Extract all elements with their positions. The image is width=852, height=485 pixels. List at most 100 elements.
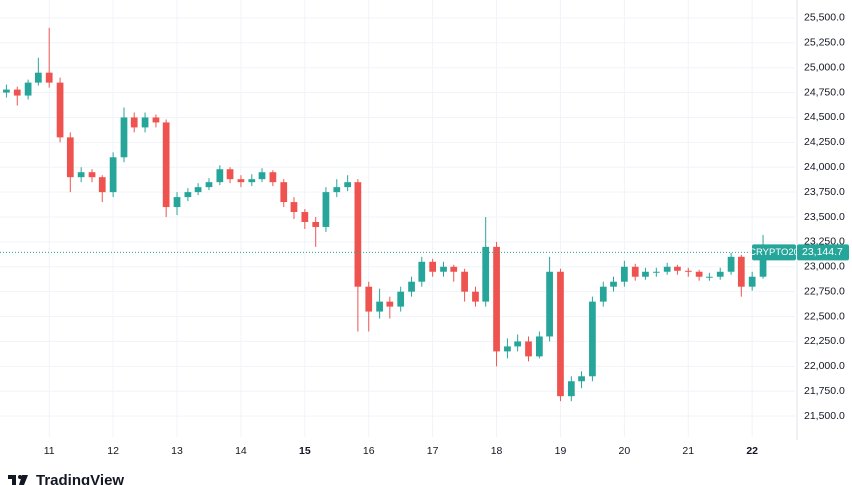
symbol-label: CRYPTO20: [749, 247, 799, 258]
candle-body: [184, 192, 192, 198]
candle-body: [45, 72, 53, 83]
candle-body: [440, 266, 447, 272]
candle-body: [610, 281, 617, 287]
candle-body: [301, 212, 309, 222]
candle-body: [333, 187, 341, 193]
candle-body: [34, 72, 42, 83]
candle-body: [290, 202, 298, 213]
candle-body: [386, 301, 394, 307]
candle-body: [418, 261, 426, 282]
y-tick-label: 24,000.0: [804, 161, 845, 173]
candle-body: [663, 266, 671, 272]
candle-body: [450, 266, 458, 272]
candle-body: [237, 179, 245, 183]
candle-body: [376, 301, 383, 312]
candle-body: [674, 266, 681, 271]
candle-body: [205, 182, 213, 188]
x-tick-label: 11: [44, 445, 55, 457]
candle-body: [599, 286, 607, 302]
candle-body: [482, 246, 490, 302]
candle-body: [98, 177, 106, 193]
candle-body: [695, 271, 703, 277]
candle-body: [280, 182, 288, 203]
candle-body: [88, 172, 96, 178]
candle-body: [3, 89, 10, 93]
candle-body: [748, 276, 756, 287]
candle-body: [621, 266, 628, 282]
y-tick-label: 21,500.0: [804, 410, 845, 422]
y-tick-label: 24,500.0: [804, 111, 845, 123]
candle-body: [66, 137, 74, 178]
y-tick-label: 22,250.0: [804, 335, 845, 347]
candle-body: [130, 117, 138, 128]
y-tick-label: 22,500.0: [804, 310, 845, 322]
candle-body: [322, 192, 330, 227]
candle-body: [120, 117, 128, 158]
logo-text: TradingView: [36, 472, 124, 485]
y-tick-label: 23,000.0: [804, 261, 845, 273]
x-tick-label: 15: [299, 445, 311, 457]
candle-body: [727, 256, 735, 272]
y-tick-label: 25,500.0: [804, 12, 845, 24]
x-tick-label: 16: [363, 445, 375, 457]
candle-body: [737, 256, 745, 287]
y-tick-label: 22,750.0: [804, 285, 845, 297]
candle-body: [365, 286, 373, 312]
candle-body: [536, 336, 543, 357]
candle-body: [344, 182, 352, 188]
candle-body: [716, 271, 724, 277]
candle-body: [13, 89, 21, 96]
candle-body: [504, 346, 511, 352]
candle-body: [258, 172, 266, 180]
price-tag: [797, 244, 849, 261]
candle-body: [216, 169, 224, 183]
candle-body: [546, 271, 553, 337]
candle-body: [684, 270, 692, 272]
candle-body: [578, 376, 585, 382]
y-tick-label: 22,000.0: [804, 360, 845, 372]
price-label: 23,144.7: [802, 246, 843, 258]
candle-body: [525, 341, 532, 357]
candle-body: [567, 381, 575, 397]
candle-body: [312, 221, 320, 227]
candle-body: [642, 271, 649, 277]
candle-body: [194, 187, 202, 193]
candle-body: [141, 117, 149, 128]
candle-body: [514, 341, 522, 347]
candle-body: [269, 172, 277, 183]
x-tick-label: 12: [107, 445, 119, 457]
x-tick-label: 18: [491, 445, 503, 457]
candle-body: [248, 179, 256, 183]
candle-body: [705, 276, 713, 278]
candle-body: [493, 246, 500, 352]
candle-body: [472, 291, 479, 302]
candle-body: [652, 271, 660, 273]
candle-body: [56, 82, 64, 138]
y-tick-label: 24,750.0: [804, 86, 845, 98]
candle-body: [461, 271, 468, 292]
y-tick-label: 25,000.0: [804, 61, 845, 73]
y-tick-label: 21,750.0: [804, 385, 845, 397]
candle-body: [24, 82, 32, 96]
x-tick-label: 19: [555, 445, 567, 457]
candle-body: [173, 197, 181, 208]
symbol-tag: [752, 244, 796, 261]
y-tick-label: 25,250.0: [804, 37, 845, 49]
candle-body: [557, 271, 564, 397]
candle-body: [589, 301, 596, 377]
candle-body: [354, 182, 362, 287]
y-tick-label: 23,500.0: [804, 211, 845, 223]
candle-body: [759, 252, 767, 277]
x-tick-label: 21: [682, 445, 694, 457]
candle-body: [408, 281, 415, 292]
y-tick-label: 24,250.0: [804, 136, 845, 148]
x-tick-label: 22: [746, 445, 758, 457]
candle-body: [226, 169, 234, 180]
candle-body: [631, 266, 639, 277]
logo-icon: [8, 475, 28, 485]
candle-body: [109, 157, 117, 193]
y-tick-label: 23,750.0: [804, 186, 845, 198]
x-tick-label: 13: [171, 445, 183, 457]
